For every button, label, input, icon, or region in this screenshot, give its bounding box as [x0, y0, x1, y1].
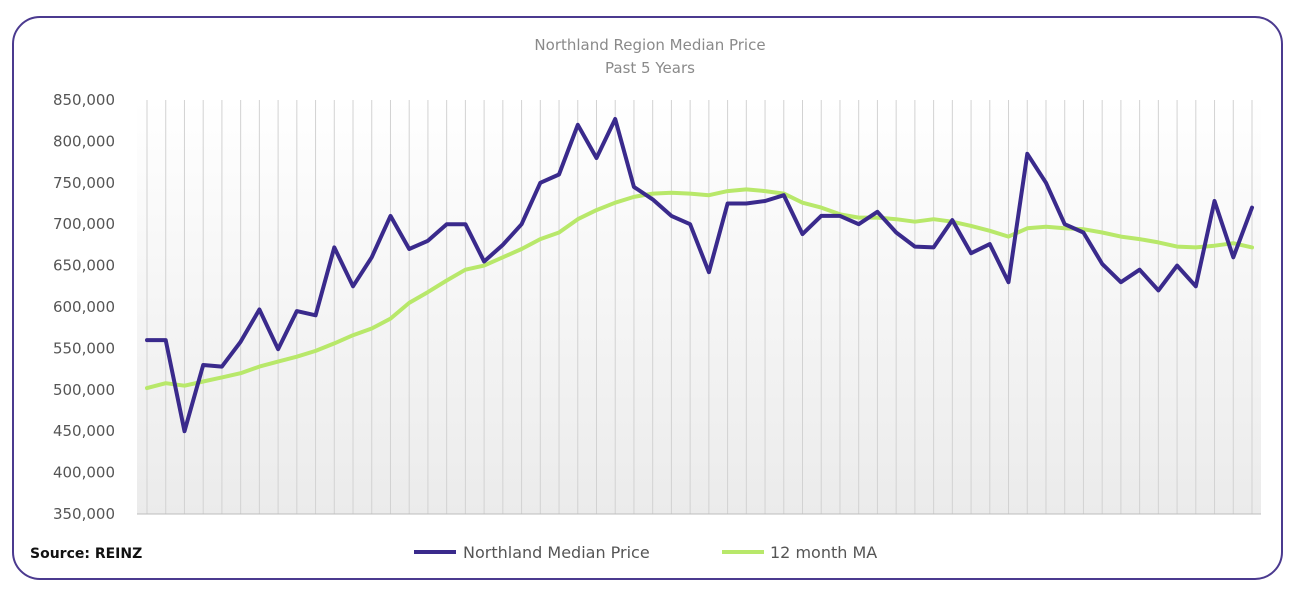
y-tick-label: 500,000	[53, 381, 115, 399]
source-note: Source: REINZ	[30, 546, 143, 562]
y-tick-label: 650,000	[53, 257, 115, 275]
chart-subtitle: Past 5 Years	[605, 59, 695, 77]
legend-label-median: Northland Median Price	[463, 543, 650, 562]
y-tick-label: 450,000	[53, 422, 115, 440]
y-tick-label: 350,000	[53, 505, 115, 523]
chart-title: Northland Region Median Price	[534, 36, 765, 54]
legend-label-ma: 12 month MA	[770, 543, 877, 562]
y-tick-label: 550,000	[53, 339, 115, 357]
series-line-median-price	[145, 117, 1254, 434]
y-tick-label: 750,000	[53, 174, 115, 192]
y-tick-label: 800,000	[53, 132, 115, 150]
y-tick-label: 700,000	[53, 215, 115, 233]
plot-area	[137, 100, 1261, 514]
y-tick-label: 850,000	[53, 91, 115, 109]
y-tick-label: 600,000	[53, 298, 115, 316]
y-tick-label: 400,000	[53, 464, 115, 482]
series-line-12-month-ma	[145, 187, 1254, 391]
gridlines	[137, 100, 1261, 515]
series	[145, 117, 1254, 434]
legend: Northland Median Price 12 month MA	[414, 543, 877, 562]
y-axis: 850,000 800,000 750,000 700,000 650,000 600,0…	[53, 91, 115, 523]
